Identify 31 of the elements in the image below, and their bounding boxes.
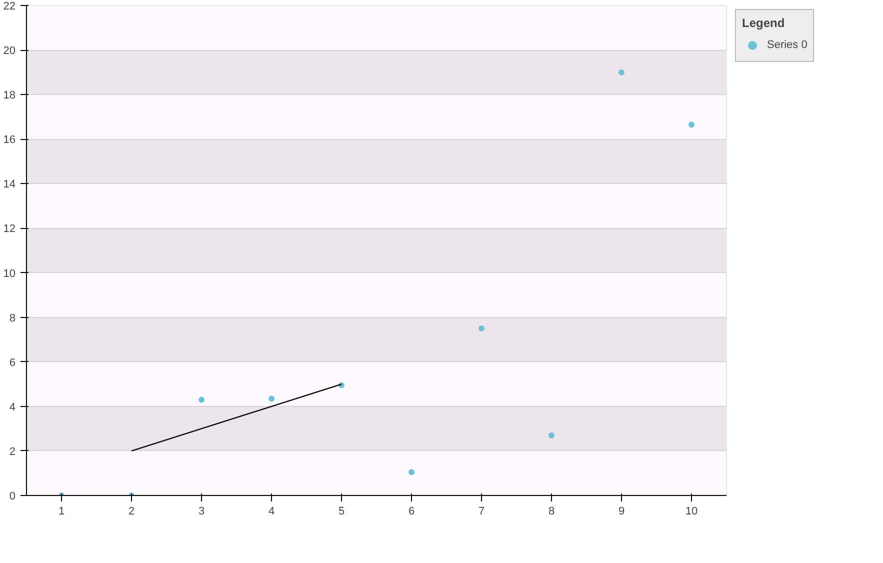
y-tick-label: 4 <box>9 401 16 414</box>
y-tick-label: 0 <box>9 490 16 502</box>
y-tick-label: 22 <box>3 0 16 12</box>
y-tick-label: 6 <box>9 356 16 369</box>
y-tick-label: 16 <box>3 134 16 146</box>
x-tick-label: 4 <box>268 506 275 518</box>
point <box>688 122 694 128</box>
x-tick-label: 7 <box>478 506 485 518</box>
y-tick-label: 10 <box>3 268 16 280</box>
legend-title: Legend <box>742 16 786 30</box>
point <box>478 325 484 332</box>
x-tick-label: 9 <box>618 506 625 518</box>
x-tick-label: 5 <box>338 506 345 518</box>
point <box>268 396 274 402</box>
x-tick-label: 2 <box>128 506 135 518</box>
point <box>198 396 204 403</box>
y-tick-label: 2 <box>9 446 16 458</box>
x-tick-label: 3 <box>198 506 205 518</box>
y-tick-label: 20 <box>3 45 16 58</box>
point <box>408 469 414 476</box>
x-tick-label: 6 <box>408 506 415 518</box>
x-tick-label: 1 <box>58 506 65 518</box>
y-tick-label: 14 <box>3 178 16 191</box>
y-tick-label: 12 <box>3 223 16 236</box>
legend-label: Series 0 <box>767 39 808 51</box>
point <box>618 69 624 76</box>
y-tick-label: 18 <box>3 90 16 102</box>
x-tick-label: 10 <box>685 506 698 518</box>
x-tick-label: 8 <box>548 506 555 518</box>
y-tick-label: 8 <box>9 312 16 324</box>
point <box>548 432 554 438</box>
